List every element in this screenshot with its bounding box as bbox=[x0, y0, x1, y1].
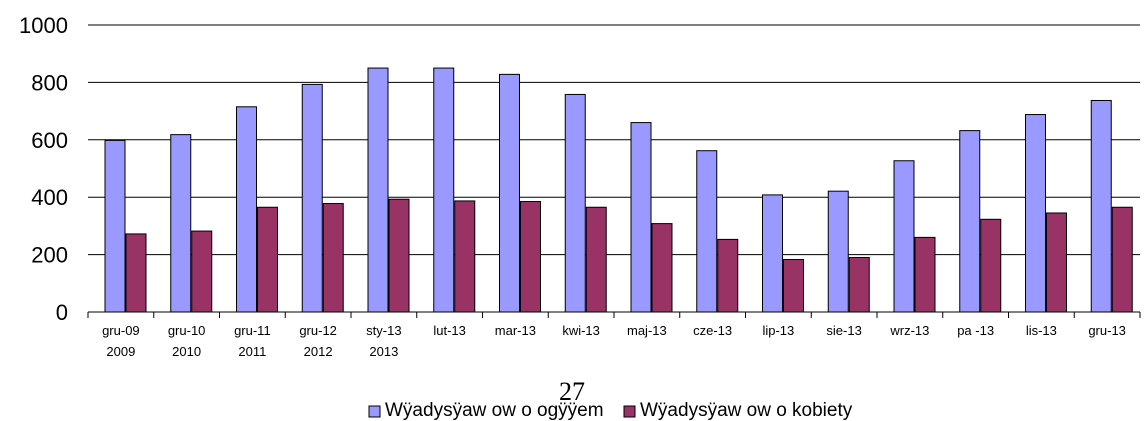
bar-total-1 bbox=[170, 134, 192, 313]
bar-total-10 bbox=[762, 194, 783, 313]
x-axis bbox=[87, 311, 1141, 318]
bar-total-6 bbox=[499, 73, 520, 313]
bar-total-14 bbox=[1025, 114, 1046, 313]
x-tick-label: gru-10 bbox=[168, 323, 206, 338]
x-tick-label: 2011 bbox=[238, 344, 266, 359]
bar-total-8 bbox=[630, 122, 652, 313]
x-tick-label: wrz-13 bbox=[889, 323, 929, 338]
y-tick-label: 1000 bbox=[19, 13, 68, 38]
bar-women-4 bbox=[388, 198, 410, 313]
bar-total-5 bbox=[433, 67, 455, 313]
bar-total-7 bbox=[564, 93, 586, 313]
legend-label-women: Wÿadysÿaw ow o kobiety bbox=[640, 400, 853, 421]
bar-total-9 bbox=[696, 150, 718, 313]
x-tick-label: gru-13 bbox=[1088, 323, 1126, 338]
x-tick-label: sie-13 bbox=[826, 323, 861, 338]
x-tick-label: cze-13 bbox=[693, 323, 732, 338]
bar-total-12 bbox=[893, 160, 915, 313]
bar-women-13 bbox=[980, 218, 1002, 313]
x-tick-label: sty-13 bbox=[366, 323, 401, 338]
x-axis-tick-labels: gru-09 2009 gru-10 2010 gru-11 2011 gru-12 2012… bbox=[102, 323, 1126, 359]
bar-women-15 bbox=[1111, 206, 1133, 313]
bar-total-2 bbox=[236, 106, 257, 313]
bar-total-4 bbox=[367, 67, 389, 313]
bar-total-0 bbox=[104, 139, 126, 313]
bar-women-5 bbox=[454, 200, 476, 313]
y-tick-label: 600 bbox=[31, 128, 68, 153]
x-tick-label: 2010 bbox=[172, 344, 201, 359]
bar-total-3 bbox=[301, 83, 323, 313]
bar-women-8 bbox=[651, 223, 673, 313]
x-tick-label: mar-13 bbox=[495, 323, 536, 338]
x-tick-label: gru-09 bbox=[102, 323, 140, 338]
bar-total-13 bbox=[959, 130, 981, 313]
bar-total-11 bbox=[827, 190, 849, 313]
legend-swatch-women bbox=[623, 405, 636, 418]
y-tick-label: 800 bbox=[31, 70, 68, 95]
legend: Wÿadysÿaw ow o ogÿÿem Wÿadysÿaw ow o kob… bbox=[368, 400, 853, 421]
bar-women-11 bbox=[848, 256, 870, 313]
y-tick-label: 400 bbox=[31, 185, 68, 210]
x-tick-label: 2012 bbox=[304, 344, 333, 359]
bar-women-7 bbox=[585, 206, 607, 313]
bar-women-3 bbox=[322, 203, 344, 313]
x-tick-label: maj-13 bbox=[627, 323, 667, 338]
bar-women-10 bbox=[783, 258, 804, 313]
legend-label-total: Wÿadysÿaw ow o ogÿÿem bbox=[385, 400, 604, 421]
x-tick-label: lis-13 bbox=[1026, 323, 1057, 338]
bar-women-14 bbox=[1046, 212, 1067, 313]
bars bbox=[104, 67, 1133, 313]
bar-total-15 bbox=[1090, 99, 1112, 313]
x-tick-label: gru-11 bbox=[234, 323, 271, 338]
bar-women-2 bbox=[257, 206, 278, 313]
bar-women-1 bbox=[191, 230, 213, 313]
x-tick-label: lip-13 bbox=[762, 323, 794, 338]
x-tick-label: 2009 bbox=[106, 344, 135, 359]
bar-women-0 bbox=[125, 233, 147, 313]
legend-swatch-total bbox=[368, 405, 381, 418]
y-tick-label: 200 bbox=[31, 243, 68, 268]
x-tick-label: lut-13 bbox=[433, 323, 466, 338]
bar-women-12 bbox=[914, 236, 936, 313]
y-axis-tick-labels: 0 200 400 600 800 1000 bbox=[19, 13, 68, 325]
page-number: 27 bbox=[559, 377, 585, 406]
bar-women-6 bbox=[520, 201, 541, 313]
bar-women-9 bbox=[717, 238, 739, 313]
x-tick-label: kwi-13 bbox=[562, 323, 600, 338]
x-tick-label: gru-12 bbox=[299, 323, 337, 338]
x-tick-label: pa -13 bbox=[957, 323, 994, 338]
x-tick-label: 2013 bbox=[369, 344, 398, 359]
y-tick-label: 0 bbox=[56, 300, 68, 325]
